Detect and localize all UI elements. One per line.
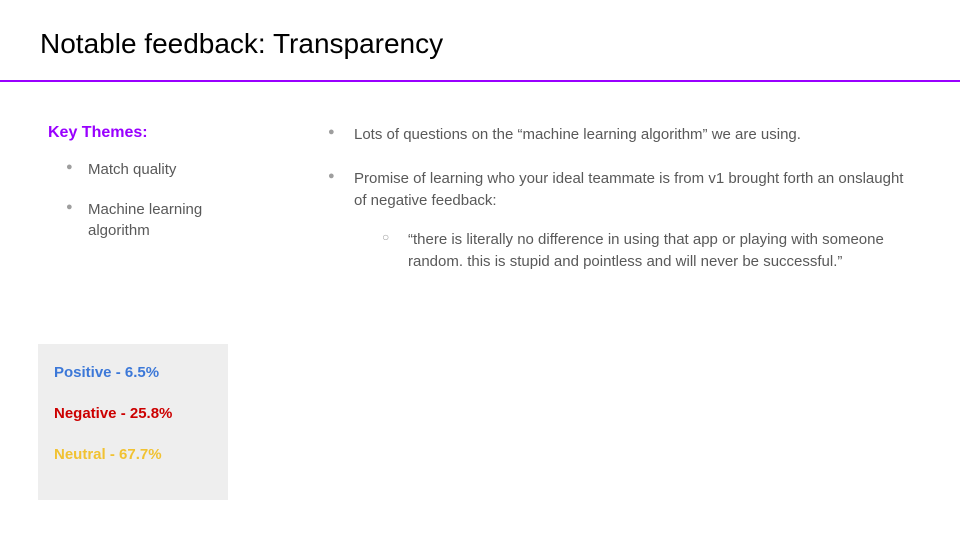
left-column: Key Themes: Match quality Machine learni… (48, 124, 258, 261)
right-column: Lots of questions on the “machine learni… (300, 124, 920, 295)
feedback-quote: “there is literally no difference in usi… (354, 229, 920, 273)
stat-neutral: Neutral - 67.7% (54, 446, 212, 463)
key-themes-heading: Key Themes: (48, 124, 258, 142)
feedback-sublist: “there is literally no difference in usi… (354, 229, 920, 273)
stat-negative: Negative - 25.8% (54, 405, 212, 422)
theme-item: Machine learning algorithm (66, 200, 258, 241)
page-title: Notable feedback: Transparency (40, 28, 443, 60)
feedback-text: Lots of questions on the “machine learni… (354, 126, 801, 143)
feedback-item: Lots of questions on the “machine learni… (300, 124, 920, 146)
feedback-text: Promise of learning who your ideal teamm… (354, 170, 903, 209)
feedback-list: Lots of questions on the “machine learni… (300, 124, 920, 273)
sentiment-stats-box: Positive - 6.5% Negative - 25.8% Neutral… (38, 344, 228, 500)
theme-item: Match quality (66, 160, 258, 180)
slide: Notable feedback: Transparency Key Theme… (0, 0, 960, 540)
feedback-item: Promise of learning who your ideal teamm… (300, 168, 920, 273)
title-divider (0, 80, 960, 82)
key-themes-list: Match quality Machine learning algorithm (48, 160, 258, 241)
stat-positive: Positive - 6.5% (54, 364, 212, 381)
